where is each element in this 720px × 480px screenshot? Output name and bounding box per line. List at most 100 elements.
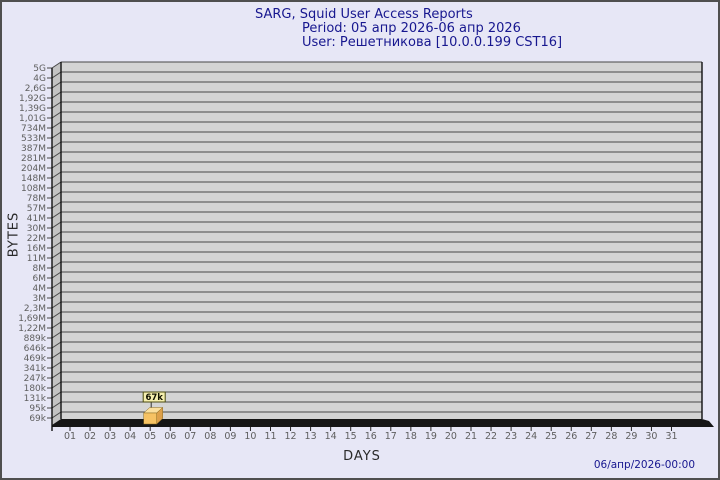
wall-gridline [51, 131, 62, 139]
y-tick-label: 22M [27, 234, 46, 244]
wall-gridline [51, 261, 62, 269]
y-tick-label: 57M [27, 204, 46, 214]
x-tick-label: 29 [625, 431, 637, 442]
x-tick-label: 09 [224, 431, 236, 442]
wall-gridline [51, 291, 62, 299]
y-tick-label: 469k [24, 354, 47, 364]
x-tick-label: 06 [164, 431, 176, 442]
x-tick-label: 17 [385, 431, 397, 442]
x-tick-label: 27 [585, 431, 597, 442]
wall-gridline [51, 121, 62, 129]
x-axis-title: DAYS [343, 449, 381, 464]
y-tick-label: 387M [21, 144, 46, 154]
x-tick-label: 13 [305, 431, 317, 442]
wall-gridline [51, 181, 62, 189]
x-tick-label: 18 [405, 431, 417, 442]
x-tick-label: 25 [545, 431, 557, 442]
y-tick-label: 4M [33, 284, 47, 294]
wall-gridline [51, 151, 62, 159]
report-title: SARG, Squid User Access Reports [255, 7, 473, 22]
wall-gridline [51, 221, 62, 229]
wall-gridline [51, 411, 62, 419]
y-tick-label: 180k [24, 384, 47, 394]
chart-side-wall [52, 62, 61, 425]
report-user: User: Решетникова [10.0.0.199 CST16] [302, 35, 563, 50]
y-tick-label: 1,39G [19, 104, 46, 114]
y-tick-label: 533M [21, 134, 46, 144]
wall-gridline [51, 281, 62, 289]
x-tick-label: 01 [64, 431, 76, 442]
x-tick-label: 08 [204, 431, 216, 442]
y-tick-label: 247k [24, 374, 47, 384]
y-tick-label: 281M [21, 154, 46, 164]
wall-gridline [51, 191, 62, 199]
y-tick-label: 69k [29, 414, 46, 424]
x-tick-label: 05 [144, 431, 156, 442]
annotation-box [142, 391, 166, 403]
y-tick-label: 2,6G [25, 84, 46, 94]
y-tick-label: 1,69M [18, 314, 46, 324]
y-tick-label: 2,3M [24, 304, 46, 314]
y-tick-label: 11M [27, 254, 46, 264]
wall-gridline [51, 81, 62, 89]
report-period: Period: 05 апр 2026-06 апр 2026 [302, 21, 521, 36]
x-tick-label: 28 [605, 431, 617, 442]
y-tick-label: 30M [27, 224, 46, 234]
x-tick-label: 19 [425, 431, 437, 442]
wall-gridline [51, 401, 62, 409]
y-tick-label: 78M [27, 194, 46, 204]
x-tick-label: 04 [124, 431, 136, 442]
wall-gridline [51, 321, 62, 329]
wall-gridline [51, 161, 62, 169]
wall-gridline [51, 211, 62, 219]
y-tick-label: 1,92G [19, 94, 46, 104]
y-tick-label: 8M [33, 264, 47, 274]
x-tick-label: 30 [645, 431, 657, 442]
wall-gridline [51, 241, 62, 249]
x-tick-label: 21 [465, 431, 477, 442]
y-tick-label: 1,01G [19, 114, 46, 124]
y-tick-label: 41M [27, 214, 46, 224]
wall-gridline [51, 101, 62, 109]
wall-gridline [51, 231, 62, 239]
x-tick-label: 24 [525, 431, 537, 442]
x-tick-label: 12 [285, 431, 297, 442]
x-tick-label: 10 [244, 431, 256, 442]
wall-gridline [51, 391, 62, 399]
y-tick-label: 1,22M [18, 324, 46, 334]
y-tick-label: 5G [33, 64, 46, 74]
x-tick-label: 07 [184, 431, 196, 442]
y-tick-label: 6M [33, 274, 47, 284]
wall-gridline [51, 111, 62, 119]
y-tick-label: 16M [27, 244, 46, 254]
y-tick-label: 131k [24, 394, 47, 404]
x-tick-label: 31 [665, 431, 677, 442]
wall-gridline [51, 141, 62, 149]
wall-gridline [51, 381, 62, 389]
wall-gridline [51, 371, 62, 379]
y-tick-label: 108M [21, 184, 46, 194]
wall-gridline [51, 171, 62, 179]
bar-front-face [143, 412, 157, 425]
x-tick-label: 14 [325, 431, 337, 442]
x-tick-label: 15 [345, 431, 357, 442]
wall-gridline [51, 361, 62, 369]
y-tick-label: 148M [21, 174, 46, 184]
wall-gridline [51, 71, 62, 79]
wall-gridline [51, 351, 62, 359]
wall-gridline [51, 91, 62, 99]
x-tick-label: 03 [104, 431, 116, 442]
wall-gridline [51, 331, 62, 339]
x-tick-label: 16 [365, 431, 377, 442]
wall-gridline [51, 201, 62, 209]
report-generated-timestamp: 06/апр/2026-00:00 [593, 459, 695, 471]
x-tick-label: 26 [565, 431, 577, 442]
wall-gridline [51, 341, 62, 349]
wall-gridline [51, 311, 62, 319]
y-tick-label: 3M [33, 294, 47, 304]
chart-floor [52, 419, 714, 427]
y-axis-title: BYTES [6, 211, 22, 258]
x-tick-label: 22 [485, 431, 497, 442]
wall-gridline [51, 271, 62, 279]
